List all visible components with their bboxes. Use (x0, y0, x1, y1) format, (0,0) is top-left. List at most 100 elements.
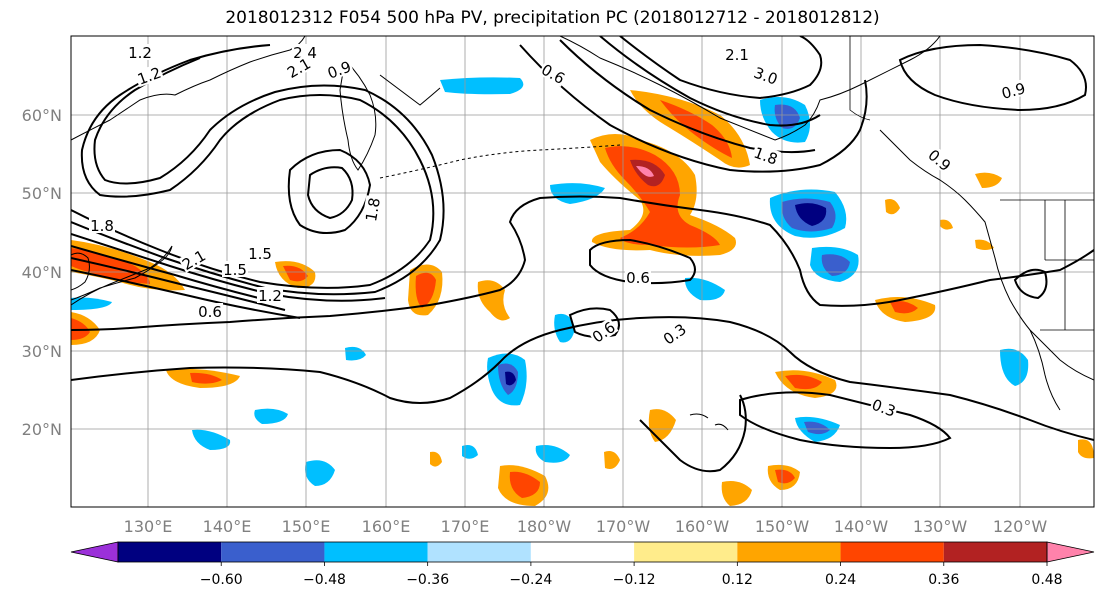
precip-blob (795, 203, 827, 226)
precip-blob (660, 100, 732, 158)
contour-label-bg (222, 261, 248, 277)
coastline-bc (879, 129, 1094, 381)
contour-label-group: 1.5 (222, 261, 248, 279)
lat-tick-label: 20°N (22, 420, 62, 439)
map-frame (70, 35, 1095, 508)
contour-label-bg (588, 317, 619, 346)
contour-label-bg (283, 53, 314, 81)
contour-label: 0.3 (660, 320, 690, 348)
precip-blob (785, 374, 822, 390)
contour-label-group: 0.6 (538, 59, 569, 89)
contour-label-bg (292, 44, 318, 60)
contour-label-group: 2.4 (292, 44, 318, 62)
contour-label-bg (257, 287, 283, 303)
contour-label-group: 1.5 (247, 245, 273, 263)
colorbar-segment (118, 542, 222, 562)
colorbar-segment (840, 542, 944, 562)
colorbar-segment (530, 542, 635, 562)
contour-label-bg (538, 59, 569, 87)
contour-label: 1.8 (90, 217, 114, 235)
lon-tick-label: 150°E (282, 517, 331, 536)
colorbar-segment (737, 542, 841, 562)
contour-label-group: 1.2 (257, 287, 283, 305)
colorbar-segment (943, 542, 1047, 562)
precip-blob (71, 297, 112, 310)
contour-label-group: 0.3 (869, 395, 899, 421)
precip-blob (254, 408, 288, 424)
contour-label-bg (751, 143, 781, 168)
contour-label-group: 1.8 (751, 143, 781, 169)
precip-blob (721, 481, 752, 506)
contour-label-group: 1.2 (134, 63, 164, 89)
colorbar-tick-label: 0.12 (722, 572, 753, 588)
border-us-states (1044, 200, 1094, 330)
precip-blob (550, 183, 605, 204)
pv-contour (71, 257, 286, 311)
precip-blob (975, 172, 1002, 188)
pv-contour (559, 39, 816, 154)
contour-label-bg (724, 46, 750, 62)
pv-contour (739, 391, 952, 450)
colorbar-extend-max (1046, 541, 1095, 563)
contour-label-bg (998, 79, 1028, 102)
contour-label-group: 3.0 (751, 63, 781, 89)
precip-blob (1078, 439, 1094, 459)
contour-label-bg (625, 269, 651, 285)
pv-contour (639, 394, 747, 473)
precip-blob (774, 104, 800, 129)
contour-label-group: 2.1 (724, 46, 750, 64)
colorbar-tick-label: 0.36 (928, 572, 959, 588)
lon-tick-label: 140°W (834, 517, 889, 536)
pv-contour (71, 233, 386, 302)
precip-blob (684, 277, 725, 301)
contour-label: 0.9 (924, 146, 954, 175)
pv-contour (519, 44, 868, 173)
pv-contour (71, 44, 435, 289)
pv-contours (71, 36, 1094, 473)
border-alaska-canada (849, 36, 871, 121)
contour-label-bg (924, 145, 956, 175)
contour-label: 0.9 (1000, 79, 1028, 103)
lon-tick-label: 180°W (517, 517, 572, 536)
precip-blob (804, 421, 830, 435)
lon-tick-label: 170°E (441, 517, 490, 536)
pv-contour (1013, 268, 1048, 300)
pv-contour (71, 269, 301, 319)
precip-blob (885, 199, 900, 215)
lat-tick-label: 60°N (22, 106, 62, 125)
pv-contour (71, 245, 276, 303)
pv-contour (306, 166, 354, 220)
lon-tick-label: 130°W (913, 517, 968, 536)
colorbar-tick-label: −0.36 (406, 572, 449, 588)
coastlines (71, 36, 1094, 431)
precip-blob (345, 346, 366, 361)
lon-tick-label: 140°E (203, 517, 252, 536)
lon-tick-label: 160°W (675, 517, 730, 536)
precip-blob (305, 460, 335, 486)
pv-contour (599, 36, 821, 127)
contour-label: 1.2 (258, 287, 282, 305)
precip-blob (1000, 348, 1029, 386)
precip-blob (775, 469, 795, 484)
coastline-korea (71, 252, 90, 291)
colorbar-extend-min (70, 541, 119, 563)
colorbar-tick-label: 0.24 (825, 572, 856, 588)
precip-blob (604, 451, 620, 469)
contour-label-group: 0.9 (924, 145, 956, 175)
precip-blob (535, 445, 570, 463)
contour-label: 0.6 (626, 269, 650, 287)
precip-blob (462, 445, 478, 459)
lat-tick-label: 30°N (22, 342, 62, 361)
precip-blob (636, 166, 654, 177)
pv-contour (619, 36, 823, 100)
coastline-asia (71, 36, 306, 141)
colorbar-segment (324, 542, 428, 562)
contour-label-bg (869, 395, 899, 420)
contour-label: 1.5 (223, 261, 247, 279)
contour-label: 0.6 (538, 61, 568, 89)
contour-label: 1.8 (362, 196, 384, 223)
lon-tick-label: 130°E (124, 517, 173, 536)
colorbar-tick-label: −0.24 (509, 572, 552, 588)
contour-label-bg (89, 217, 115, 233)
